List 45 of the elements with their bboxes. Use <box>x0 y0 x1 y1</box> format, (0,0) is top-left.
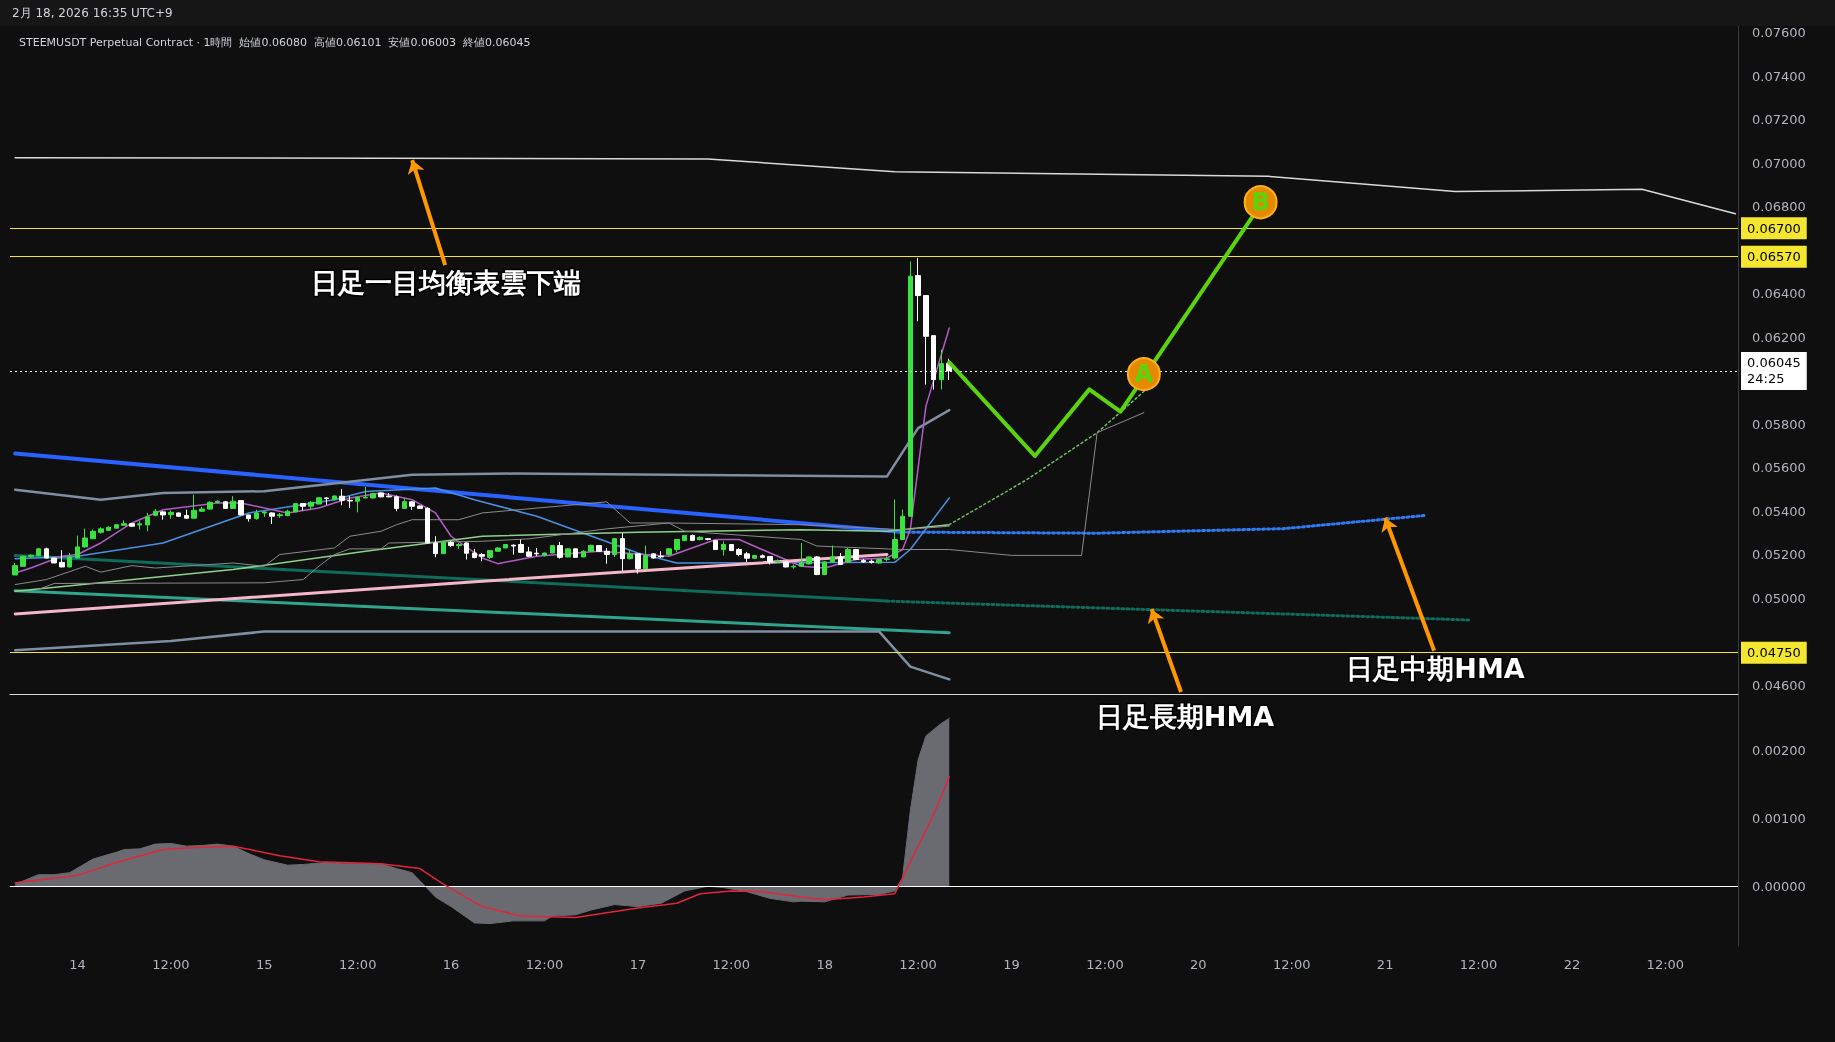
x-tick-label: 12:00 <box>1273 957 1311 972</box>
x-tick-label: 12:00 <box>525 957 564 972</box>
annotation: 日足中期HMA <box>1346 652 1525 684</box>
annotation: 日足一目均衡表雲下端 <box>311 266 582 298</box>
x-tick-label: 12:00 <box>1459 957 1498 972</box>
x-tick-label: 17 <box>629 957 647 972</box>
y-tick-label: 0.06800 <box>1752 199 1806 215</box>
x-tick-label: 12:00 <box>1086 957 1124 972</box>
y-tick-label: 0.07000 <box>1752 155 1806 171</box>
x-tick-label: 19 <box>1003 957 1020 972</box>
annotation: 日足長期HMA <box>1095 701 1275 733</box>
annotation: A <box>1134 360 1154 389</box>
x-tick-label: 12:00 <box>152 957 190 972</box>
x-tick-label: 18 <box>816 957 833 972</box>
ref-line-label: 0.06570 <box>1747 249 1801 265</box>
x-tick-label: 12:00 <box>899 957 937 972</box>
x-tick-label: 12:00 <box>1646 957 1685 972</box>
y-tick-label: 0.07200 <box>1752 112 1806 128</box>
y-tick-label: 0.05800 <box>1752 416 1806 432</box>
annotation: B <box>1251 188 1270 217</box>
y-tick-label: 0.07600 <box>1752 25 1806 41</box>
y-tick-label: 0.06400 <box>1752 286 1806 302</box>
x-tick-label: 20 <box>1190 957 1207 972</box>
x-tick-label: 14 <box>69 957 86 972</box>
text: STEEMUSDT Perpetual Contract · 1時間 始値0.06080 高値0.06101 安値0.06003 終値0.06045 <box>19 36 531 49</box>
x-tick-label: 12:00 <box>712 957 751 972</box>
y-tick-label: 0.05400 <box>1752 503 1806 519</box>
y-tick-label: 0.00000 <box>1752 878 1806 894</box>
y-tick-label: 0.06200 <box>1752 329 1806 345</box>
y-tick-label: 0.05200 <box>1752 547 1806 563</box>
x-tick-label: 22 <box>1563 957 1581 972</box>
y-tick-label: 0.04600 <box>1752 677 1806 693</box>
x-tick-label: 15 <box>256 957 273 972</box>
y-tick-label: 0.07400 <box>1752 68 1806 84</box>
chart-subtitle: 2月 18, 2026 16:35 UTC+9 <box>12 5 173 22</box>
x-tick-label: 16 <box>442 957 460 972</box>
ref-line-label: 0.06045 24:25 <box>1747 355 1801 387</box>
x-tick-label: 12:00 <box>338 957 377 972</box>
y-tick-label: 0.00100 <box>1752 810 1806 826</box>
y-tick-label: 0.05600 <box>1752 460 1806 476</box>
ref-line-label: 0.04750 <box>1747 645 1801 661</box>
y-tick-label: 0.05000 <box>1752 590 1806 606</box>
y-tick-label: 0.00200 <box>1752 742 1806 758</box>
x-tick-label: 21 <box>1376 957 1394 972</box>
ref-line-label: 0.06700 <box>1747 220 1801 236</box>
